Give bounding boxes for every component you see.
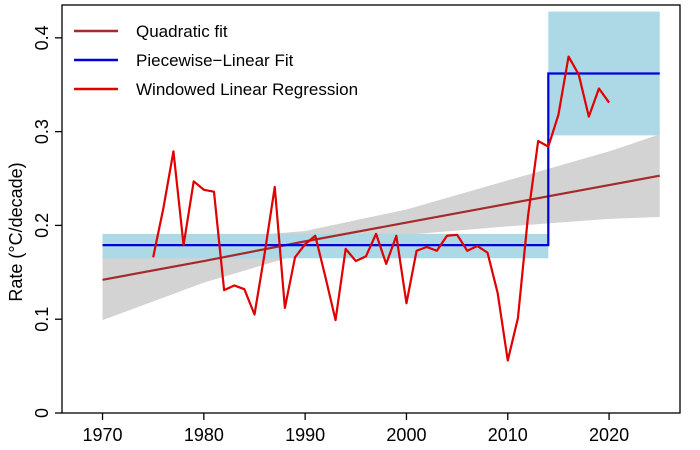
axes: 1970 1980 1990 2000 2010 2020 0 0.1 0.2 0.3 0.4 — [32, 4, 681, 445]
quadratic-fit-line — [102, 174, 660, 281]
x-tick-label: 1980 — [184, 425, 224, 445]
plot-frame — [61, 4, 681, 414]
legend: Quadratic fit Piecewise−Linear Fit Windowe… — [74, 22, 358, 99]
y-tick-label: 0.1 — [32, 307, 52, 332]
x-tick-label: 2000 — [386, 425, 426, 445]
y-tick-label: 0 — [32, 408, 52, 418]
y-tick-label: 0.3 — [32, 119, 52, 144]
x-tick-label: 2010 — [488, 425, 528, 445]
fit-lines — [102, 55, 660, 362]
y-axis-title: Rate (°C/decade) — [6, 162, 26, 301]
y-tick-label: 0.4 — [32, 25, 52, 50]
legend-label-2: Piecewise−Linear Fit — [136, 51, 294, 70]
x-tick-label: 1970 — [83, 425, 123, 445]
piecewise-linear-fit-line — [102, 72, 660, 247]
y-tick-label: 0.2 — [32, 213, 52, 238]
x-tick-label: 2020 — [589, 425, 629, 445]
legend-label-3: Windowed Linear Regression — [136, 80, 358, 99]
windowed-regression-line — [152, 55, 610, 362]
legend-label-1: Quadratic fit — [136, 22, 228, 41]
x-tick-label: 1990 — [285, 425, 325, 445]
